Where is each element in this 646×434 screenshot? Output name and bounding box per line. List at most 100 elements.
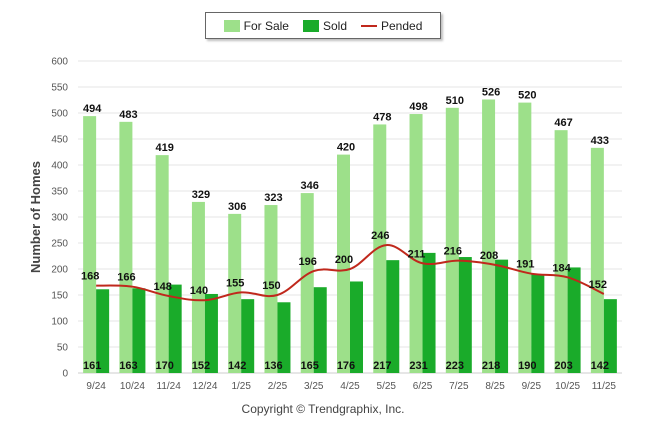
for-sale-value-2/25: 323 [264,192,282,204]
pended-value-11/24: 148 [153,281,171,293]
for-sale-bar-10/25 [554,130,568,373]
y-tick-label-250: 250 [51,239,68,250]
for-sale-value-1/25: 306 [228,201,246,213]
x-tick-label-3/25: 3/25 [304,381,324,392]
legend-sold-label: Sold [322,18,347,33]
sold-value-9/25: 190 [518,360,536,372]
sold-bar-6/25 [422,252,436,373]
x-tick-label-4/25: 4/25 [340,381,360,392]
sold-bar-8/25 [495,259,509,373]
pended-value-7/25: 216 [444,246,462,258]
sold-value-12/24: 152 [192,360,210,372]
sold-value-6/25: 231 [409,360,427,372]
sold-value-2/25: 136 [264,360,282,372]
value-labels: 494 161 168 483 163 166 419 170 148 329 152 140 306 1… [81,86,609,372]
legend-pended-label: Pended [381,18,423,33]
sold-value-10/24: 163 [119,360,137,372]
copyright-text: Copyright © Trendgraphix, Inc. [241,402,405,416]
bars [83,99,617,374]
y-axis-ticks: 0 50 100 150 200 250 300 350 400 450 500 550 600 [51,57,68,380]
x-tick-label-11/25: 11/25 [592,381,617,392]
x-tick-label-9/24: 9/24 [86,381,106,392]
for-sale-bar-12/24 [191,201,205,373]
pended-value-2/25: 150 [262,280,280,292]
for-sale-swatch [223,19,240,32]
y-tick-label-400: 400 [51,161,68,172]
for-sale-bar-9/24 [83,116,97,374]
for-sale-bar-7/25 [445,107,459,374]
x-axis-ticks: 9/24 10/24 11/24 12/24 1/25 2/25 3/25 4/25 5/25 6… [86,381,616,392]
pended-value-3/25: 196 [299,256,317,268]
legend-item-sold[interactable]: Sold [302,18,347,33]
for-sale-value-4/25: 420 [337,142,355,154]
sold-value-10/25: 203 [554,360,572,372]
sold-bar-3/25 [313,287,327,373]
legend-item-for-sale[interactable]: For Sale [223,19,289,33]
for-sale-bar-3/25 [300,193,314,373]
pended-value-9/24: 168 [81,271,99,283]
x-tick-label-9/25: 9/25 [522,381,542,392]
pended-value-9/25: 191 [516,259,534,271]
for-sale-bar-5/25 [373,124,387,373]
for-sale-bar-11/25 [590,147,604,373]
for-sale-value-8/25: 526 [482,86,500,98]
x-tick-label-10/24: 10/24 [120,381,145,392]
for-sale-value-12/24: 329 [192,189,210,201]
x-tick-label-6/25: 6/25 [413,381,433,392]
for-sale-value-10/24: 483 [119,109,137,121]
y-axis-title: Number of Homes [28,161,43,273]
sold-value-8/25: 218 [482,360,500,372]
sold-value-11/24: 170 [155,360,173,372]
for-sale-value-11/24: 419 [155,142,173,154]
sold-value-3/25: 165 [301,360,319,372]
sold-bar-9/25 [531,274,545,373]
pended-value-12/24: 140 [190,285,208,297]
y-tick-label-450: 450 [51,135,68,146]
for-sale-value-5/25: 478 [373,111,391,123]
sold-bar-2/25 [277,302,291,373]
x-tick-label-10/25: 10/25 [555,381,580,392]
x-tick-label-7/25: 7/25 [449,381,469,392]
for-sale-value-10/25: 467 [554,117,572,129]
x-tick-label-1/25: 1/25 [231,381,251,392]
sold-value-11/25: 142 [591,360,609,372]
for-sale-value-3/25: 346 [301,180,319,192]
y-tick-label-300: 300 [51,213,68,224]
for-sale-value-9/24: 494 [83,103,102,115]
sold-bar-7/25 [458,257,472,373]
for-sale-bar-10/24 [119,121,133,373]
pended-line-group [96,244,605,302]
sold-bar-10/24 [132,288,146,373]
for-sale-value-6/25: 498 [409,101,427,113]
legend: For Sale Sold Pended [205,12,441,39]
sold-bar-4/25 [350,281,363,373]
sold-bar-9/24 [96,289,110,373]
sold-value-4/25: 176 [337,360,355,372]
sold-bar-11/24 [168,284,182,373]
pended-value-8/25: 208 [480,250,498,262]
pended-value-4/25: 200 [335,254,353,266]
y-tick-label-150: 150 [51,291,68,302]
pended-value-10/24: 166 [117,272,135,284]
pended-value-11/25: 152 [589,279,607,291]
y-tick-label-50: 50 [57,343,69,354]
sold-value-1/25: 142 [228,360,246,372]
for-sale-bar-4/25 [337,154,350,373]
for-sale-bar-8/25 [482,99,496,373]
y-tick-label-550: 550 [51,83,68,94]
pended-value-6/25: 211 [408,248,426,260]
sold-value-9/24: 161 [83,360,101,372]
for-sale-bar-9/25 [518,102,532,373]
x-tick-label-8/25: 8/25 [485,381,505,392]
sold-value-7/25: 223 [446,360,464,372]
sold-bar-1/25 [241,299,255,373]
for-sale-bar-6/25 [409,114,423,373]
sold-bar-5/25 [386,260,400,373]
for-sale-bar-11/24 [155,155,169,373]
pended-swatch [361,24,377,27]
y-tick-label-350: 350 [51,187,68,198]
x-tick-label-2/25: 2/25 [268,381,288,392]
for-sale-bar-2/25 [264,205,278,373]
pended-line [96,244,605,302]
legend-item-pended[interactable]: Pended [361,19,422,33]
